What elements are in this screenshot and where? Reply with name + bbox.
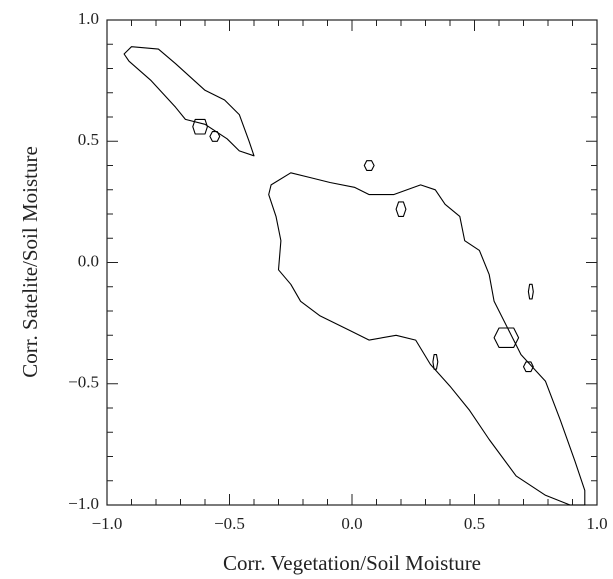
contour-line <box>268 172 586 506</box>
y-tick-label: 0.0 <box>78 251 99 270</box>
contour-line <box>493 327 520 348</box>
contour-line <box>209 131 221 142</box>
y-tick-label: 1.0 <box>78 9 99 28</box>
x-tick-label: −0.5 <box>214 514 245 533</box>
y-tick-label: −0.5 <box>68 373 99 392</box>
x-tick-label: 0.0 <box>341 514 362 533</box>
y-tick-label: −1.0 <box>68 494 99 513</box>
x-tick-label: 1.0 <box>586 514 607 533</box>
x-tick-label: 0.5 <box>464 514 485 533</box>
contour-line <box>192 118 208 135</box>
y-tick-label: 0.5 <box>78 130 99 149</box>
x-tick-label: −1.0 <box>92 514 123 533</box>
x-axis-label: Corr. Vegetation/Soil Moisture <box>223 551 481 575</box>
plot-frame <box>106 19 598 506</box>
contour-line <box>363 160 375 171</box>
contour-line <box>432 354 439 370</box>
y-axis-label: Corr. Satelite/Soil Moisture <box>18 146 42 378</box>
contour-line <box>522 361 534 373</box>
contour-line <box>395 201 407 217</box>
contour-line <box>123 46 255 157</box>
contour-line <box>527 283 534 300</box>
